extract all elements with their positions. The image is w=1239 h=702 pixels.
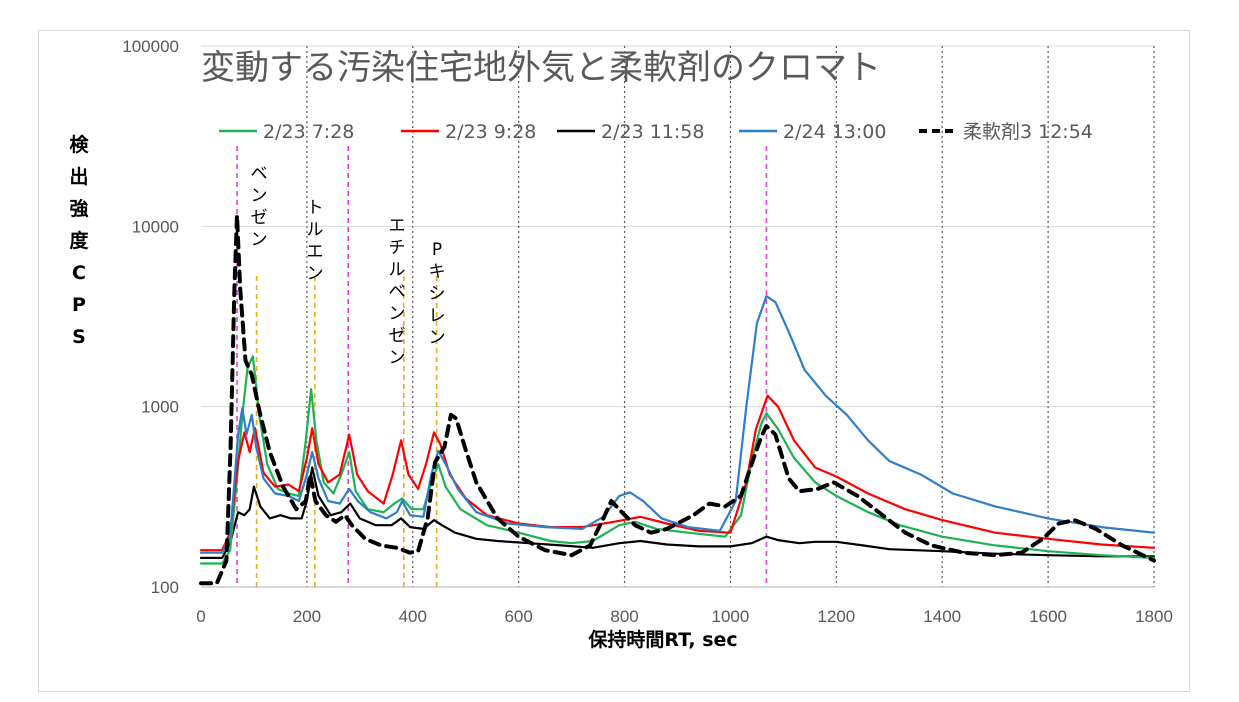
- series-line-1: [199, 394, 1156, 552]
- grid-lines: [201, 45, 1155, 587]
- legend-label: 2/23 9:28: [445, 121, 536, 143]
- annotation-label: ベンゼン: [251, 164, 268, 250]
- chart-frame: 100 1000 10000 100000 0 200 400 600 800 1000 1200 1…: [38, 30, 1190, 692]
- chart-title: 変動する汚染住宅地外気と柔軟剤のクロマト: [201, 48, 881, 88]
- x-tick-label: 1000: [712, 607, 750, 626]
- x-tick-label: 800: [610, 607, 638, 626]
- x-tick-label: 400: [399, 607, 427, 626]
- legend-label: 2/23 7:28: [263, 121, 354, 143]
- annotation-label: トルエン: [307, 198, 324, 284]
- series-lines: [199, 213, 1156, 586]
- legend-label: 2/24 13:00: [783, 121, 886, 143]
- y-tick-label: 100000: [122, 37, 179, 56]
- y-tick-label: 1000: [141, 398, 179, 417]
- series-line-3: [199, 295, 1156, 554]
- y-tick-label: 10000: [132, 217, 179, 236]
- series-line-4: [199, 213, 1156, 586]
- x-tick-label: 1600: [1029, 607, 1067, 626]
- legend: 2/23 7:28 2/23 9:28 2/23 11:58 2/24 13:00 柔軟…: [219, 121, 1093, 143]
- x-axis-label: 保持時間RT, sec: [587, 628, 737, 651]
- annotations: ベンゼン トルエン エチルベンゼン P キシレン: [251, 164, 446, 368]
- series-line-2: [199, 466, 1156, 559]
- series-line-0: [199, 355, 1156, 565]
- axes: 100 1000 10000 100000 0 200 400 600 800 1000 1200 1…: [122, 37, 1173, 626]
- x-tick-label: 1400: [923, 607, 961, 626]
- y-axis-label: 検出強度 C P S: [69, 133, 89, 348]
- x-tick-label: 200: [293, 607, 321, 626]
- annotation-label: P キシレン: [429, 240, 446, 348]
- chromatogram-chart: 100 1000 10000 100000 0 200 400 600 800 1000 1200 1…: [69, 37, 1173, 651]
- legend-label: 柔軟剤3 12:54: [963, 121, 1093, 143]
- x-tick-label: 1200: [817, 607, 855, 626]
- y-tick-label: 100: [151, 578, 179, 597]
- x-tick-label: 0: [196, 607, 205, 626]
- y-axis-label-text: 検出強度 C P S: [69, 133, 89, 348]
- x-tick-label: 1800: [1135, 607, 1173, 626]
- legend-label: 2/23 11:58: [601, 121, 704, 143]
- annotation-label: エチルベンゼン: [389, 216, 406, 368]
- x-tick-label: 600: [504, 607, 532, 626]
